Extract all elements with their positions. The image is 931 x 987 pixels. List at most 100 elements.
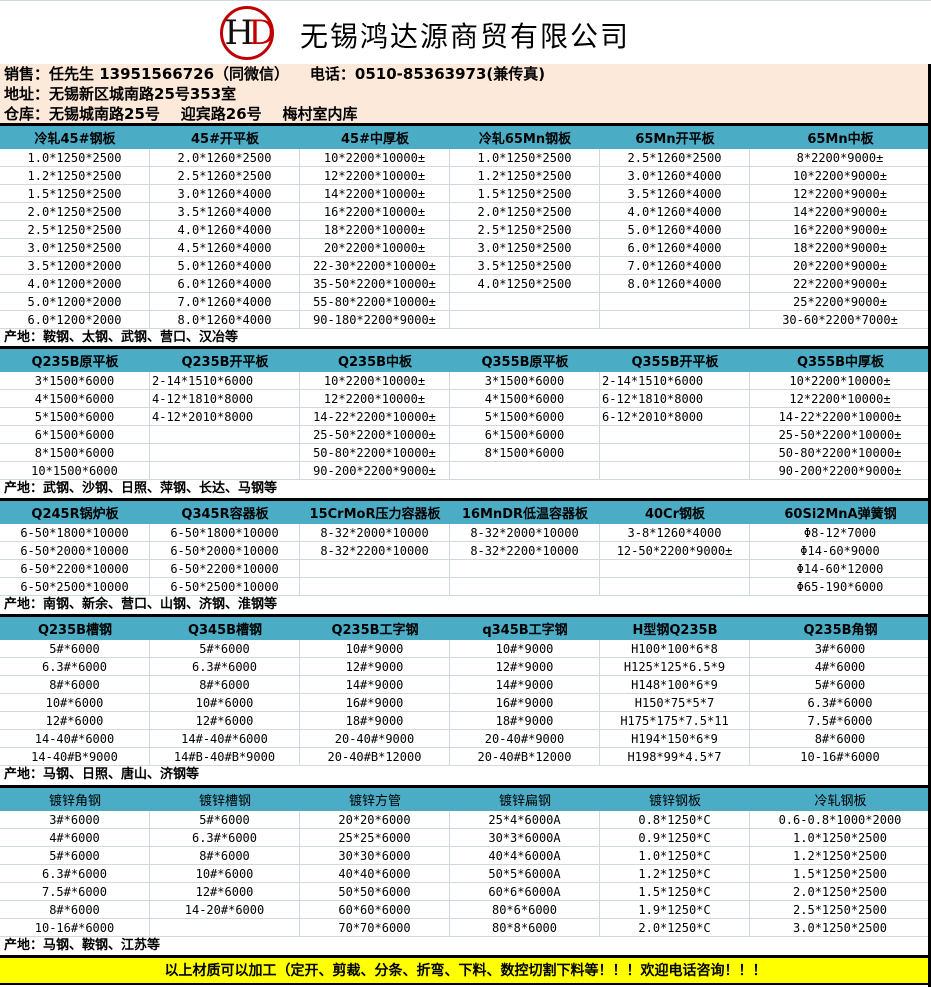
spec-cell: 1.5*1250*2500 [450, 185, 600, 203]
spec-cell: 1.5*1250*C [600, 883, 750, 901]
spec-cell: 6-50*2200*10000 [150, 560, 300, 578]
spec-cell: 6.0*1260*4000 [150, 275, 300, 293]
spec-cell: 1.2*1250*2500 [450, 167, 600, 185]
spec-cell: 70*70*6000 [300, 919, 450, 937]
spec-cell: Φ65-190*6000 [750, 578, 931, 596]
spec-cell: 1.9*1250*C [600, 901, 750, 919]
spec-cell: 1.2*1250*C [600, 865, 750, 883]
spec-cell [150, 919, 300, 937]
spec-cell: 12#*6000 [150, 712, 300, 730]
spec-cell: 0.8*1250*C [600, 811, 750, 829]
spec-cell: 12#*6000 [150, 883, 300, 901]
spec-cell: 8*2200*9000± [750, 149, 931, 167]
spec-cell: 2.0*1250*C [600, 919, 750, 937]
spec-cell [450, 293, 600, 311]
spec-cell [450, 578, 600, 596]
spec-cell [600, 311, 750, 329]
column-header: Q235B中板 [337, 355, 413, 370]
spec-cell: 50-80*2200*10000± [750, 444, 931, 462]
spec-cell: Φ14-60*12000 [750, 560, 931, 578]
spec-cell: 10*2200*10000± [300, 372, 450, 390]
spec-cell [600, 426, 750, 444]
spec-cell: 14-22*2200*10000± [300, 408, 450, 426]
spec-cell: 55-80*2200*10000± [300, 293, 450, 311]
column-header: 16MnDR低温容器板 [461, 507, 589, 522]
warehouse: 仓库：无锡城南路25号 迎宾路26号 梅村室内库 [4, 105, 358, 123]
spec-cell: 10*2200*9000± [750, 167, 931, 185]
spec-cell: 90-200*2200*9000± [300, 462, 450, 480]
spec-cell: 20-40#B*12000 [450, 748, 600, 766]
spec-cell: 3.5*1200*2000 [0, 257, 150, 275]
spec-cell: 2.0*1250*2500 [450, 203, 600, 221]
spec-cell: 8#*6000 [150, 676, 300, 694]
column-header: Q345B槽钢 [187, 623, 263, 638]
spec-cell: 1.5*1250*2500 [750, 865, 931, 883]
spec-cell: 3.0*1250*2500 [0, 239, 150, 257]
spec-cell: 3-8*1260*4000 [600, 524, 750, 542]
spec-cell: 12#*9000 [450, 658, 600, 676]
product-section: Q235B原平板 Q235B开平板 Q235B中板 Q355B原平板 Q355B开平板 Q… [0, 346, 931, 498]
column-header: Q235B原平板 [31, 355, 119, 370]
spec-cell: 3#*6000 [750, 640, 931, 658]
spec-cell: 8-32*2200*10000 [300, 542, 450, 560]
spec-cell: 12*2200*10000± [300, 390, 450, 408]
spec-cell: 5*1500*6000 [450, 408, 600, 426]
spec-cell: 1.2*1250*2500 [750, 847, 931, 865]
spec-cell: 25*4*6000A [450, 811, 600, 829]
section-header-row: 镀锌角钢 镀锌槽钢 镀锌方管 镀锌扁钢 镀锌钢板 冷轧钢板 [0, 785, 931, 811]
spec-cell: 4*1500*6000 [450, 390, 600, 408]
spec-cell: 2.5*1250*2500 [0, 221, 150, 239]
spec-cell: 7.5#*6000 [0, 883, 150, 901]
spec-cell: 0.6-0.8*1000*2000 [750, 811, 931, 829]
sales-contact: 销售：任先生 13951566726（同微信） 电话：0510-85363973… [4, 65, 546, 83]
spec-cell: 25*25*6000 [300, 829, 450, 847]
product-section: Q235B槽钢 Q345B槽钢 Q235B工字钢 q345B工字钢 H型钢Q235B Q2… [0, 614, 931, 784]
column-header: 镀锌扁钢 [498, 794, 551, 809]
column-header: 镀锌钢板 [648, 794, 701, 809]
spec-cell: 4.0*1250*2500 [450, 275, 600, 293]
spec-cell: H100*100*6*8 [600, 640, 750, 658]
spec-cell: 3.0*1260*4000 [600, 167, 750, 185]
column-header: 冷轧45#钢板 [34, 132, 116, 147]
spec-cell: 20-40#B*12000 [300, 748, 450, 766]
spec-cell: 4#*6000 [0, 829, 150, 847]
spec-cell: 12-50*2200*9000± [600, 542, 750, 560]
spec-cell: 6-50*2500*10000 [0, 578, 150, 596]
spec-cell: 14*2200*10000± [300, 185, 450, 203]
spec-cell: 3.5*1260*4000 [600, 185, 750, 203]
section-header-row: 冷轧45#钢板 45#开平板 45#中厚板 冷轧65Mn钢板 65Mn开平板 65Mn中板 [0, 123, 931, 149]
contact-info: 销售：任先生 13951566726（同微信） 电话：0510-85363973… [0, 64, 931, 124]
origin-note: 产地：南钢、新余、营口、山钢、济钢、淮钢等 [4, 597, 278, 612]
spec-cell: 5#*6000 [150, 811, 300, 829]
spec-cell: 12*2200*10000± [750, 390, 931, 408]
spec-cell: 5#*6000 [150, 640, 300, 658]
spec-cell: 1.2*1250*2500 [0, 167, 150, 185]
spec-cell [450, 311, 600, 329]
spec-cell: 2.5*1260*2500 [600, 149, 750, 167]
spec-cell: 30*3*6000A [450, 829, 600, 847]
spec-cell: 25-50*2200*10000± [300, 426, 450, 444]
spec-cell: 20-40#*9000 [300, 730, 450, 748]
spec-cell: 8#*6000 [0, 676, 150, 694]
spec-cell: 16#*9000 [300, 694, 450, 712]
spec-cell: 80*8*6000 [450, 919, 600, 937]
column-header: Q245R锅炉板 [31, 507, 119, 522]
spec-cell: 10*2200*10000± [300, 149, 450, 167]
spec-cell: 8.0*1260*4000 [600, 275, 750, 293]
spec-cell: 6.3#*6000 [0, 865, 150, 883]
spec-cell: 7.5#*6000 [750, 712, 931, 730]
spec-cell: 18#*9000 [450, 712, 600, 730]
spec-cell: 5#*6000 [0, 847, 150, 865]
spec-cell: H198*99*4.5*7 [600, 748, 750, 766]
spec-cell: 5#*6000 [0, 640, 150, 658]
column-header: H型钢Q235B [632, 623, 718, 638]
spec-cell: 3*1500*6000 [0, 372, 150, 390]
spec-cell: 50*5*6000A [450, 865, 600, 883]
spec-cell: 3.0*1250*2500 [750, 919, 931, 937]
spec-cell: 10#*6000 [150, 694, 300, 712]
spec-cell: Φ8-12*7000 [750, 524, 931, 542]
spec-cell [600, 578, 750, 596]
section-header-row: Q245R锅炉板 Q345R容器板 15CrMoR压力容器板 16MnDR低温容器板 4… [0, 498, 931, 524]
